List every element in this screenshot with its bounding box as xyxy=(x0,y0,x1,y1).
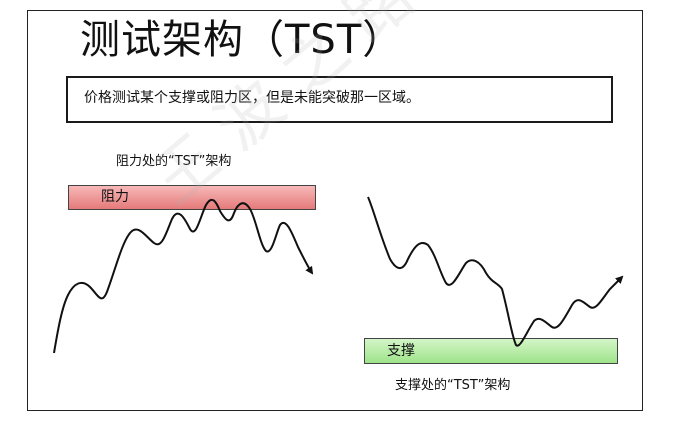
diagram-frame: 测试架构（TST） 价格测试某个支撑或阻力区，但是未能突破那一区域。 阻力处的“… xyxy=(27,10,643,411)
price-curves xyxy=(28,11,642,410)
support-price-line xyxy=(368,197,622,346)
resistance-price-line xyxy=(54,200,312,353)
